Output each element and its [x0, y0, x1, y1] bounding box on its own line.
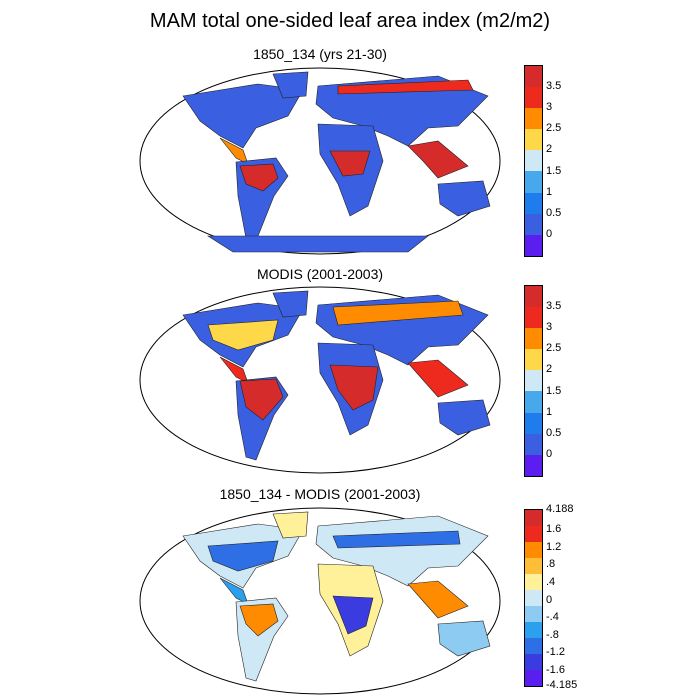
panel-3-title: 1850_134 - MODIS (2001-2003) [219, 486, 421, 502]
colorbar-label: 1.2 [546, 540, 562, 553]
colorbar-label: .4 [546, 576, 556, 589]
colorbar-label: -.8 [546, 628, 559, 641]
colorbar-label: 0 [546, 447, 553, 460]
land-masses [182, 71, 491, 253]
land-masses [182, 511, 491, 682]
colorbar-label: .8 [546, 558, 556, 571]
colorbar-label: 0.5 [546, 206, 562, 219]
colorbar-label: 3 [546, 321, 553, 334]
panel-3-map [139, 507, 501, 695]
colorbar-label: 3 [546, 101, 553, 114]
colorbar-label: 1.6 [546, 523, 562, 536]
colorbar-label: -1.2 [546, 646, 565, 659]
panel-1-map [139, 67, 501, 255]
colorbar-label: 1 [546, 185, 553, 198]
colorbar-label: 1.5 [546, 384, 562, 397]
panel-1-title: 1850_134 (yrs 21-30) [253, 46, 387, 62]
colorbar-label: 2 [546, 143, 553, 156]
colorbar-label: -4.185 [546, 679, 578, 691]
colorbar-label: 2.5 [546, 342, 562, 355]
panel-3-colorbar [524, 509, 543, 687]
colorbar-label: 0 [546, 593, 553, 606]
panel-1-colorbar [524, 65, 543, 257]
colorbar-label: 4.188 [546, 503, 574, 515]
colorbar-label: 0.5 [546, 426, 562, 439]
panel-2-colorbar [524, 285, 543, 477]
colorbar-label: 2.5 [546, 122, 562, 135]
figure-title: MAM total one-sided leaf area index (m2/… [149, 10, 551, 32]
panel-2-map [139, 286, 501, 474]
colorbar-label: 3.5 [546, 80, 562, 93]
colorbar-label: 2 [546, 363, 553, 376]
colorbar-label: 0 [546, 227, 553, 240]
colorbar-label: 1 [546, 405, 553, 418]
colorbar-label: -1.6 [546, 664, 565, 677]
colorbar-label: -.4 [546, 611, 559, 624]
colorbar-label: 3.5 [546, 300, 562, 313]
land-masses [182, 290, 491, 461]
panel-2-title: MODIS (2001-2003) [256, 266, 384, 282]
colorbar-label: 1.5 [546, 164, 562, 177]
